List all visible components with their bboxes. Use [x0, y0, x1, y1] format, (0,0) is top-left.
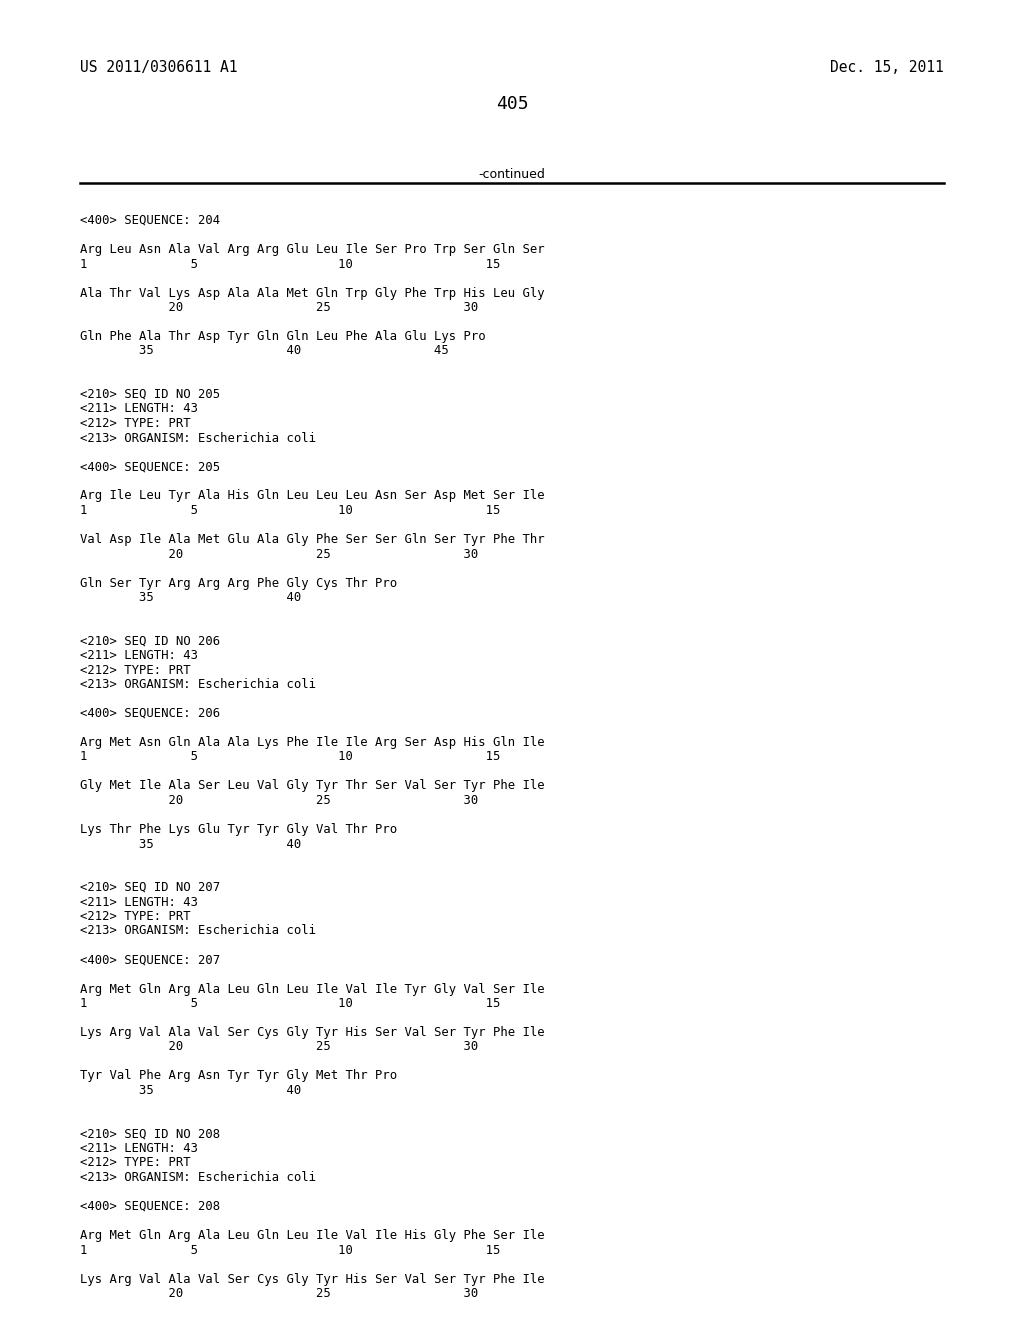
Text: Arg Met Gln Arg Ala Leu Gln Leu Ile Val Ile His Gly Phe Ser Ile: Arg Met Gln Arg Ala Leu Gln Leu Ile Val …: [80, 1229, 545, 1242]
Text: <210> SEQ ID NO 208: <210> SEQ ID NO 208: [80, 1127, 220, 1140]
Text: <400> SEQUENCE: 205: <400> SEQUENCE: 205: [80, 461, 220, 474]
Text: Gln Phe Ala Thr Asp Tyr Gln Gln Leu Phe Ala Glu Lys Pro: Gln Phe Ala Thr Asp Tyr Gln Gln Leu Phe …: [80, 330, 485, 343]
Text: -continued: -continued: [478, 168, 546, 181]
Text: <210> SEQ ID NO 205: <210> SEQ ID NO 205: [80, 388, 220, 401]
Text: 1              5                   10                  15: 1 5 10 15: [80, 1243, 501, 1257]
Text: <400> SEQUENCE: 208: <400> SEQUENCE: 208: [80, 1200, 220, 1213]
Text: Arg Met Asn Gln Ala Ala Lys Phe Ile Ile Arg Ser Asp His Gln Ile: Arg Met Asn Gln Ala Ala Lys Phe Ile Ile …: [80, 737, 545, 748]
Text: <400> SEQUENCE: 204: <400> SEQUENCE: 204: [80, 214, 220, 227]
Text: Arg Met Gln Arg Ala Leu Gln Leu Ile Val Ile Tyr Gly Val Ser Ile: Arg Met Gln Arg Ala Leu Gln Leu Ile Val …: [80, 982, 545, 995]
Text: 20                  25                  30: 20 25 30: [80, 301, 478, 314]
Text: 35                  40: 35 40: [80, 591, 301, 605]
Text: Arg Leu Asn Ala Val Arg Arg Glu Leu Ile Ser Pro Trp Ser Gln Ser: Arg Leu Asn Ala Val Arg Arg Glu Leu Ile …: [80, 243, 545, 256]
Text: 20                  25                  30: 20 25 30: [80, 1287, 478, 1300]
Text: 405: 405: [496, 95, 528, 114]
Text: <213> ORGANISM: Escherichia coli: <213> ORGANISM: Escherichia coli: [80, 924, 316, 937]
Text: <400> SEQUENCE: 207: <400> SEQUENCE: 207: [80, 953, 220, 966]
Text: <212> TYPE: PRT: <212> TYPE: PRT: [80, 417, 190, 430]
Text: <211> LENGTH: 43: <211> LENGTH: 43: [80, 1142, 198, 1155]
Text: 1              5                   10                  15: 1 5 10 15: [80, 504, 501, 517]
Text: <212> TYPE: PRT: <212> TYPE: PRT: [80, 664, 190, 676]
Text: US 2011/0306611 A1: US 2011/0306611 A1: [80, 59, 238, 75]
Text: 1              5                   10                  15: 1 5 10 15: [80, 751, 501, 763]
Text: <213> ORGANISM: Escherichia coli: <213> ORGANISM: Escherichia coli: [80, 678, 316, 690]
Text: 35                  40: 35 40: [80, 1084, 301, 1097]
Text: Lys Thr Phe Lys Glu Tyr Tyr Gly Val Thr Pro: Lys Thr Phe Lys Glu Tyr Tyr Gly Val Thr …: [80, 822, 397, 836]
Text: Tyr Val Phe Arg Asn Tyr Tyr Gly Met Thr Pro: Tyr Val Phe Arg Asn Tyr Tyr Gly Met Thr …: [80, 1069, 397, 1082]
Text: <211> LENGTH: 43: <211> LENGTH: 43: [80, 895, 198, 908]
Text: <213> ORGANISM: Escherichia coli: <213> ORGANISM: Escherichia coli: [80, 1171, 316, 1184]
Text: <210> SEQ ID NO 206: <210> SEQ ID NO 206: [80, 635, 220, 648]
Text: Dec. 15, 2011: Dec. 15, 2011: [830, 59, 944, 75]
Text: 35                  40                  45: 35 40 45: [80, 345, 449, 358]
Text: <400> SEQUENCE: 206: <400> SEQUENCE: 206: [80, 708, 220, 719]
Text: Arg Ile Leu Tyr Ala His Gln Leu Leu Leu Asn Ser Asp Met Ser Ile: Arg Ile Leu Tyr Ala His Gln Leu Leu Leu …: [80, 490, 545, 503]
Text: <213> ORGANISM: Escherichia coli: <213> ORGANISM: Escherichia coli: [80, 432, 316, 445]
Text: <211> LENGTH: 43: <211> LENGTH: 43: [80, 649, 198, 663]
Text: Ala Thr Val Lys Asp Ala Ala Met Gln Trp Gly Phe Trp His Leu Gly: Ala Thr Val Lys Asp Ala Ala Met Gln Trp …: [80, 286, 545, 300]
Text: 20                  25                  30: 20 25 30: [80, 548, 478, 561]
Text: <212> TYPE: PRT: <212> TYPE: PRT: [80, 1156, 190, 1170]
Text: 1              5                   10                  15: 1 5 10 15: [80, 257, 501, 271]
Text: 35                  40: 35 40: [80, 837, 301, 850]
Text: Gly Met Ile Ala Ser Leu Val Gly Tyr Thr Ser Val Ser Tyr Phe Ile: Gly Met Ile Ala Ser Leu Val Gly Tyr Thr …: [80, 780, 545, 792]
Text: <210> SEQ ID NO 207: <210> SEQ ID NO 207: [80, 880, 220, 894]
Text: Val Asp Ile Ala Met Glu Ala Gly Phe Ser Ser Gln Ser Tyr Phe Thr: Val Asp Ile Ala Met Glu Ala Gly Phe Ser …: [80, 533, 545, 546]
Text: <211> LENGTH: 43: <211> LENGTH: 43: [80, 403, 198, 416]
Text: <212> TYPE: PRT: <212> TYPE: PRT: [80, 909, 190, 923]
Text: 20                  25                  30: 20 25 30: [80, 795, 478, 807]
Text: Gln Ser Tyr Arg Arg Arg Phe Gly Cys Thr Pro: Gln Ser Tyr Arg Arg Arg Phe Gly Cys Thr …: [80, 577, 397, 590]
Text: Lys Arg Val Ala Val Ser Cys Gly Tyr His Ser Val Ser Tyr Phe Ile: Lys Arg Val Ala Val Ser Cys Gly Tyr His …: [80, 1272, 545, 1286]
Text: 1              5                   10                  15: 1 5 10 15: [80, 997, 501, 1010]
Text: Lys Arg Val Ala Val Ser Cys Gly Tyr His Ser Val Ser Tyr Phe Ile: Lys Arg Val Ala Val Ser Cys Gly Tyr His …: [80, 1026, 545, 1039]
Text: 20                  25                  30: 20 25 30: [80, 1040, 478, 1053]
